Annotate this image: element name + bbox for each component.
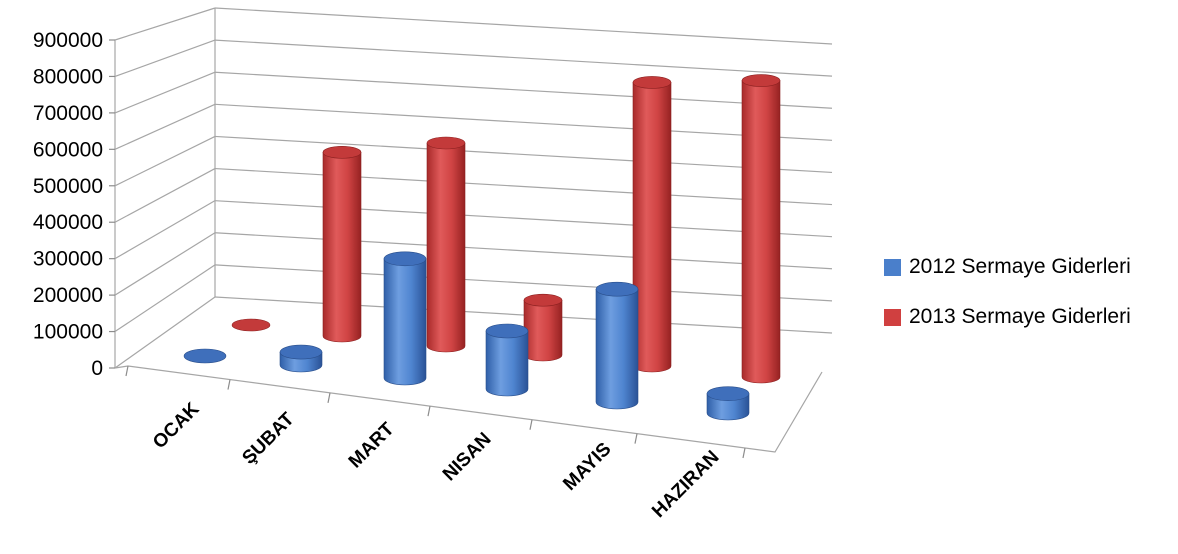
grid-line-back [214, 135, 833, 174]
grid-line-back [214, 296, 833, 334]
bar-2012-4 [595, 281, 639, 410]
x-tick-mark [327, 392, 331, 403]
y-tick-label: 400000 [33, 211, 103, 234]
bar-2012-3 [485, 323, 529, 397]
y-tick-label: 100000 [33, 321, 103, 344]
x-category-label: MAYIS [559, 439, 615, 495]
x-category-label: NISAN [439, 429, 496, 486]
y-tick-label: 600000 [33, 138, 103, 161]
y-tick-label: 300000 [33, 248, 103, 271]
floor-edge [114, 365, 823, 453]
bar-2012-4-top [595, 281, 639, 297]
bar-2013-5 [741, 74, 781, 384]
grid-line-back [214, 200, 833, 238]
bar-2012-1 [279, 344, 323, 373]
bar-2013-4-top [632, 76, 672, 89]
grid-line-back [214, 71, 833, 109]
legend-item-2013: 2013 Sermaye Giderleri [884, 304, 1131, 330]
bar-2012-1-top [279, 344, 323, 360]
bar-2013-3-top [523, 293, 563, 307]
x-axis-categories: OCAK ŞUBAT MART NISAN MAYIS HAZIRAN [149, 398, 723, 521]
grid-line-side [114, 168, 216, 223]
x-tick-mark [742, 447, 746, 459]
bar-2012-5 [706, 386, 750, 421]
x-tick-mark [427, 406, 431, 417]
bar-2012-3-body [485, 330, 529, 397]
bar-2013-1-top [322, 146, 362, 159]
bar-2013-2-body [426, 142, 466, 353]
bar-2013-0-top [231, 318, 271, 332]
grid-line-side [114, 264, 216, 333]
bar-2013-0 [231, 318, 271, 332]
bar-2012-2 [383, 251, 427, 386]
y-tick-label: 200000 [33, 284, 103, 307]
grid-line-back [214, 264, 833, 302]
legend: 2012 Sermaye Giderleri 2013 Sermaye Gide… [884, 254, 1131, 354]
x-tick-mark [634, 433, 638, 444]
y-tick-label: 900000 [33, 29, 103, 52]
y-axis-ticks: 0 100000 200000 300000 400000 500000 600000 700… [33, 29, 115, 380]
y-tick-label: 700000 [33, 102, 103, 125]
bars [183, 74, 781, 421]
legend-swatch-2012 [884, 258, 901, 276]
grid-line-side [114, 7, 216, 41]
bar-2013-5-body [741, 80, 781, 384]
bar-2013-3-body [523, 299, 563, 362]
grid-line-back [214, 103, 833, 141]
x-tick-mark [227, 379, 231, 390]
legend-label-2013: 2013 Sermaye Giderleri [909, 305, 1131, 328]
x-category-label: HAZIRAN [648, 447, 723, 522]
legend-label-2012: 2012 Sermaye Giderleri [909, 255, 1131, 278]
bar-2012-2-body [383, 258, 427, 386]
bar-2012-5-body [706, 393, 750, 421]
bar-2013-2-top [426, 136, 466, 150]
legend-item-2012: 2012 Sermaye Giderleri [884, 254, 1131, 280]
x-category-label: OCAK [149, 398, 204, 453]
bar-2012-5-top [706, 386, 750, 401]
y-tick-label: 0 [91, 357, 103, 380]
bar-2012-4-body [595, 288, 639, 410]
grid-line-back [214, 7, 833, 45]
bar-2012-3-top [485, 323, 529, 339]
grid-line-back [214, 232, 833, 270]
y-tick-label: 800000 [33, 65, 103, 88]
bar-2013-2 [426, 136, 466, 353]
bar-2013-1-body [322, 152, 362, 343]
x-tick-mark [125, 365, 129, 377]
bar-2013-4 [632, 76, 672, 373]
grid-line-side [114, 232, 216, 296]
x-tick-mark [529, 419, 533, 430]
bar-2012-0 [183, 348, 227, 364]
grid-line-side [114, 103, 216, 150]
grid-line-side [114, 39, 216, 78]
x-category-label: ŞUBAT [238, 408, 298, 468]
grid-line-side [114, 135, 216, 187]
y-tick-label: 500000 [33, 175, 103, 198]
bar-2013-3 [523, 293, 563, 362]
bar-2013-1 [322, 146, 362, 343]
grid-line-side [114, 200, 216, 260]
grid-line-side [114, 71, 216, 114]
bar-2012-2-top [383, 251, 427, 267]
grid-line-side [114, 296, 216, 369]
legend-swatch-2013 [884, 308, 901, 326]
bar-2013-4-body [632, 82, 672, 373]
bar-2013-5-top [741, 74, 781, 87]
x-category-label: MART [345, 418, 399, 472]
grid-lines [114, 7, 833, 459]
grid-line-back [214, 39, 833, 77]
bar-2012-0-top [183, 348, 227, 364]
grid-line-back [214, 167, 833, 206]
